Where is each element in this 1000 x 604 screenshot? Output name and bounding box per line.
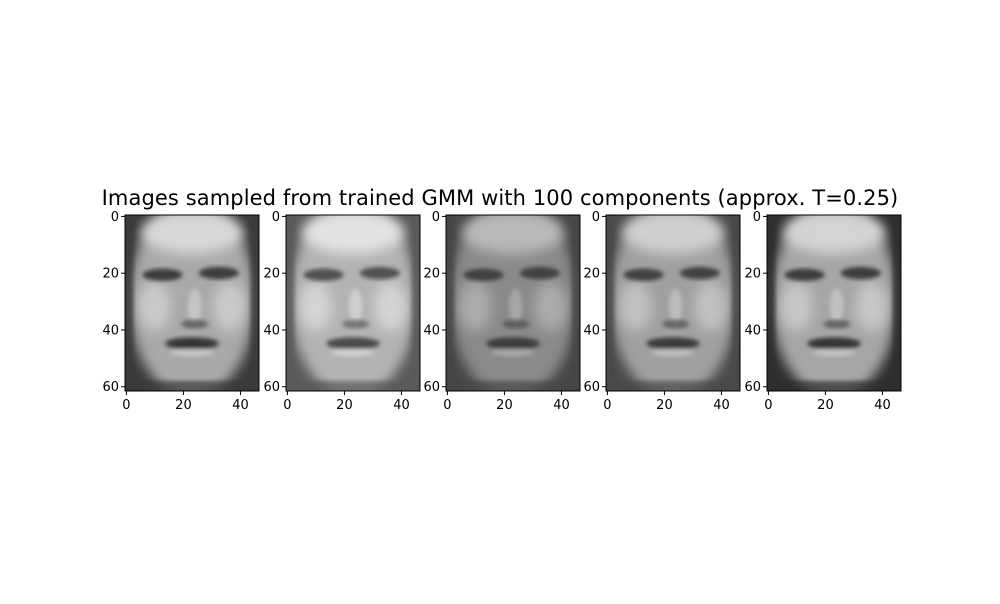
y-tick-label: 20: [423, 267, 440, 282]
axes-frame: [445, 214, 581, 392]
x-tick-label: 0: [122, 398, 130, 413]
x-tick-label: 20: [175, 398, 192, 413]
face-image: [606, 215, 740, 391]
x-tick-label: 0: [443, 398, 451, 413]
face-panel-1: 0 20 40 0 20 40 60: [102, 210, 260, 413]
x-tick-label: 40: [232, 398, 249, 413]
face-image: [767, 215, 901, 391]
x-tick-label: 20: [817, 398, 834, 413]
axes-frame: [766, 214, 902, 392]
face-panel-3: 0 20 40 0 20 40 60: [423, 210, 581, 413]
y-tick-label: 0: [272, 210, 280, 225]
x-tick-label: 40: [874, 398, 891, 413]
x-tick-label: 20: [496, 398, 513, 413]
y-tick-label: 60: [423, 380, 440, 395]
y-tick-label: 40: [263, 323, 280, 338]
y-tick-label: 40: [102, 323, 119, 338]
face-panel-2: 0 20 40 0 20 40 60: [263, 210, 421, 413]
x-tick-label: 20: [656, 398, 673, 413]
y-tick-label: 20: [263, 267, 280, 282]
y-tick-label: 0: [753, 210, 761, 225]
x-tick-label: 40: [393, 398, 410, 413]
y-tick-label: 60: [744, 380, 761, 395]
face-image: [286, 215, 420, 391]
y-tick-label: 40: [423, 323, 440, 338]
y-tick-label: 40: [744, 323, 761, 338]
y-tick-label: 0: [111, 210, 119, 225]
face-panel-4: 0 20 40 0 20 40 60: [583, 210, 741, 413]
x-tick-label: 0: [764, 398, 772, 413]
y-tick-label: 0: [592, 210, 600, 225]
face-panel-5: 0 20 40 0 20 40 60: [744, 210, 902, 413]
x-tick-label: 0: [603, 398, 611, 413]
axes-frame: [605, 214, 741, 392]
y-tick-label: 60: [263, 380, 280, 395]
chart-title: Images sampled from trained GMM with 100…: [101, 186, 899, 210]
face-image: [446, 215, 580, 391]
y-tick-label: 20: [102, 267, 119, 282]
x-tick-label: 40: [553, 398, 570, 413]
axes-frame: [124, 214, 260, 392]
y-tick-label: 0: [432, 210, 440, 225]
x-tick-label: 40: [713, 398, 730, 413]
axes-frame: [285, 214, 421, 392]
x-tick-label: 0: [283, 398, 291, 413]
y-tick-label: 60: [583, 380, 600, 395]
y-tick-label: 60: [102, 380, 119, 395]
y-tick-label: 20: [583, 267, 600, 282]
y-tick-label: 40: [583, 323, 600, 338]
y-tick-label: 20: [744, 267, 761, 282]
face-image: [125, 215, 259, 391]
x-tick-label: 20: [336, 398, 353, 413]
